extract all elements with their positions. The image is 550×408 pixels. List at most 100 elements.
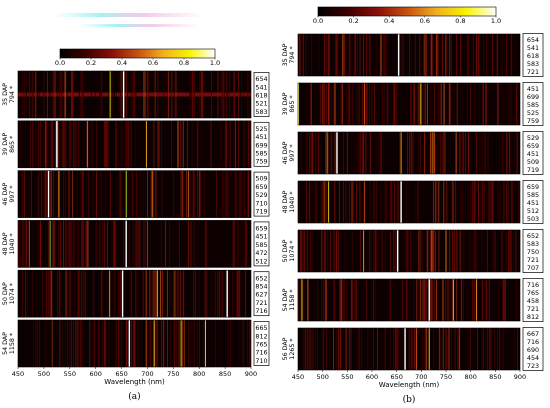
wavelength-value: 659 <box>527 142 539 150</box>
wavelength-value: 512 <box>527 207 539 215</box>
row-label-dose: 1040 * <box>289 191 296 212</box>
spectrum-strip <box>298 328 520 370</box>
strip-frame <box>297 229 521 273</box>
wavelength-value: 451 <box>527 150 539 158</box>
colorbar-tick-label: 0.8 <box>179 59 189 67</box>
wavelength-value: 454 <box>527 354 539 362</box>
wavelength-box <box>522 131 544 175</box>
colorbar: 0.0 0.2 0.4 0.6 0.8 1.0 <box>313 6 501 25</box>
wavelength-value: 654 <box>255 75 267 83</box>
wavelength-value: 583 <box>255 108 267 116</box>
x-tick-label: 750 <box>440 373 452 381</box>
wavelength-value: 690 <box>527 346 539 354</box>
colorbar-tick-label: 0.6 <box>420 17 430 25</box>
row-label-dose: 1158 * <box>9 333 16 354</box>
row-label-dap: 50 DAP <box>282 239 289 262</box>
row-label: 35 DAP794 * <box>2 83 16 106</box>
row-label: 50 DAP1074 * <box>282 239 296 262</box>
row-label-dap: 48 DAP <box>282 190 289 213</box>
wavelength-value: 716 <box>255 307 267 315</box>
decorative-glow-band <box>55 13 205 17</box>
x-tick-label: 700 <box>415 373 427 381</box>
row-label-dap: 35 DAP <box>282 43 289 66</box>
strip-frame <box>297 131 521 175</box>
wavelength-value: 710 <box>255 199 267 207</box>
spectrum-strip <box>18 170 251 218</box>
row-label-dose: 794 * <box>9 86 16 103</box>
wavelength-box <box>253 221 270 267</box>
strip-frame <box>17 220 252 268</box>
colorbar: 0.0 0.2 0.4 0.6 0.8 1.0 <box>55 48 220 67</box>
wavelength-value: 583 <box>527 60 539 68</box>
wavelength-value: 521 <box>255 100 267 108</box>
spectrum-strip <box>298 230 520 272</box>
wavelength-box <box>253 72 270 117</box>
colorbar-tick-label: 0.8 <box>455 17 465 25</box>
wavelength-box <box>522 327 544 371</box>
x-tick-label: 900 <box>514 373 526 381</box>
x-tick-label: 450 <box>292 373 304 381</box>
wavelength-value: 716 <box>527 281 539 289</box>
wavelength-value: 707 <box>527 264 539 272</box>
row-label-dap: 54 DAP <box>282 288 289 311</box>
wavelength-box <box>253 321 270 366</box>
decorative-glow-band <box>80 24 200 27</box>
wavelength-value: 451 <box>527 199 539 207</box>
x-tick-label: 800 <box>193 370 205 378</box>
strip-frame <box>17 319 252 368</box>
x-tick-label: 800 <box>464 373 476 381</box>
wavelength-value: 618 <box>255 91 267 99</box>
row-label: 48 DAP1040 * <box>2 232 16 255</box>
row-label: 54 DAP1158 * <box>2 332 16 355</box>
x-tick-label: 850 <box>489 373 501 381</box>
spectrum-strip <box>298 181 520 223</box>
x-axis-label: Wavelength (nm) <box>379 381 440 389</box>
wavelength-value: 451 <box>255 233 267 241</box>
wavelength-value: 652 <box>255 274 267 282</box>
wavelength-value: 585 <box>527 191 539 199</box>
row-label: 50 DAP1074 * <box>2 282 16 305</box>
x-tick-label: 450 <box>12 370 24 378</box>
row-label: 35 DAP794 * <box>282 43 296 66</box>
wavelength-box <box>253 271 270 317</box>
strip-frame <box>17 120 252 169</box>
wavelength-value: 654 <box>527 36 539 44</box>
wavelength-value: 721 <box>255 299 267 307</box>
wavelength-value: 665 <box>255 324 267 332</box>
x-tick-label: 500 <box>316 373 328 381</box>
row-label-dose: 1040 * <box>9 233 16 254</box>
strip-frame <box>297 278 521 322</box>
wavelength-value: 854 <box>255 282 267 290</box>
wavelength-value: 765 <box>255 340 267 348</box>
row-label-dap: 46 DAP <box>282 141 289 164</box>
colorbar-tick-label: 0.6 <box>148 59 158 67</box>
wavelength-value: 618 <box>527 52 539 60</box>
wavelength-box <box>253 171 270 217</box>
x-tick-label: 900 <box>245 370 257 378</box>
colorbar-tick-label: 0.4 <box>117 59 127 67</box>
row-label-dap: 39 DAP <box>282 92 289 115</box>
wavelength-value: 509 <box>255 175 267 183</box>
row-label-dap: 48 DAP <box>2 232 9 255</box>
colorbar-gradient <box>317 6 497 17</box>
wavelength-value: 529 <box>527 134 539 142</box>
row-label-dap: 54 DAP <box>2 332 9 355</box>
x-tick-label: 650 <box>390 373 402 381</box>
wavelength-value: 659 <box>255 183 267 191</box>
spectrum-strip <box>298 34 520 76</box>
strip-frame <box>297 33 521 77</box>
x-tick-label: 650 <box>115 370 127 378</box>
row-label: 46 DAP997 * <box>282 141 296 164</box>
